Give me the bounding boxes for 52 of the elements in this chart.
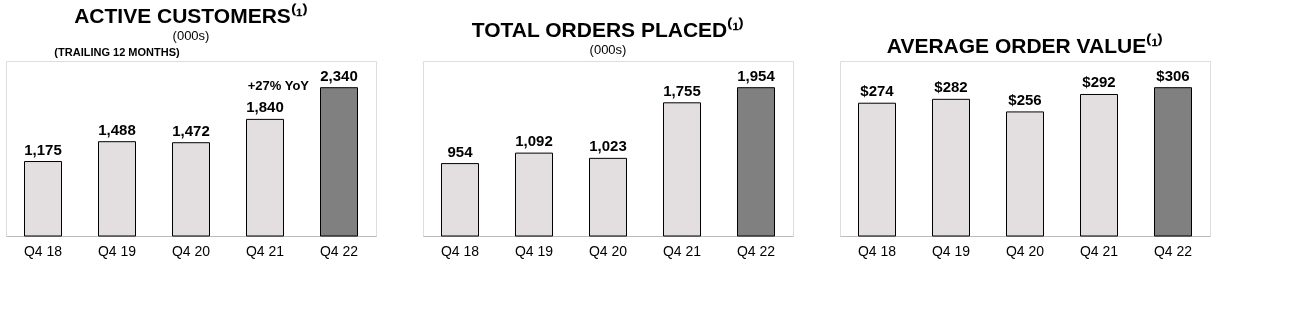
chart-title: AVERAGE ORDER VALUE⁽¹⁾: [886, 33, 1164, 57]
x-tick-label: Q4 21: [662, 242, 702, 259]
x-tick-label: Q4 18: [23, 242, 63, 259]
bar: [858, 102, 896, 237]
bar: [24, 161, 62, 237]
bar: [98, 141, 136, 237]
data-label: 1,023: [589, 137, 627, 155]
chart-subtitle: (000s): [172, 28, 210, 43]
bar: [1080, 93, 1118, 237]
data-label: $306: [1156, 66, 1190, 84]
x-tick-label: Q4 20: [1005, 242, 1045, 259]
bar: [246, 118, 284, 237]
chart-title: ACTIVE CUSTOMERS⁽¹⁾: [74, 3, 308, 27]
data-label: 954: [447, 142, 474, 160]
x-tick-label: Q4 22: [1153, 242, 1193, 259]
x-tick-label: Q4 18: [440, 242, 480, 259]
x-tick-label: Q4 19: [931, 242, 971, 259]
x-tick-label: Q4 18: [857, 242, 897, 259]
bar: [932, 98, 970, 237]
x-tick-label: Q4 22: [736, 242, 776, 259]
data-label: 1,488: [98, 120, 136, 138]
x-tick-label: Q4 19: [514, 242, 554, 259]
chart-title: TOTAL ORDERS PLACED⁽¹⁾: [471, 17, 745, 41]
bar: [441, 163, 479, 237]
x-tick-label: Q4 22: [319, 242, 359, 259]
x-tick-label: Q4 20: [588, 242, 628, 259]
data-label: 2,340: [320, 66, 358, 84]
data-label: $256: [1008, 90, 1042, 108]
chart-subtitle: (000s): [589, 42, 627, 57]
bar: [737, 87, 775, 237]
data-label: $282: [934, 78, 968, 96]
data-label: 1,755: [663, 81, 701, 99]
data-label: 1,175: [24, 140, 62, 158]
bar: [1006, 111, 1044, 237]
x-tick-label: Q4 20: [171, 242, 211, 259]
x-tick-label: Q4 21: [1079, 242, 1119, 259]
x-tick-label: Q4 19: [97, 242, 137, 259]
text: (TRAILING 12 MONTHS): [54, 46, 180, 58]
data-label: 1,954: [737, 66, 776, 84]
data-label: $274: [860, 82, 895, 100]
bar: [172, 142, 210, 237]
annotation: +27% YoY: [247, 77, 310, 93]
bar: [1154, 87, 1192, 237]
data-label: 1,092: [515, 132, 553, 150]
bar: [515, 152, 553, 237]
bar: [589, 157, 627, 237]
bar: [663, 102, 701, 237]
data-label: $292: [1082, 73, 1116, 91]
x-tick-label: Q4 21: [245, 242, 285, 259]
bar: [320, 87, 358, 237]
data-label: 1,472: [172, 121, 210, 139]
data-label: 1,840: [246, 98, 284, 116]
